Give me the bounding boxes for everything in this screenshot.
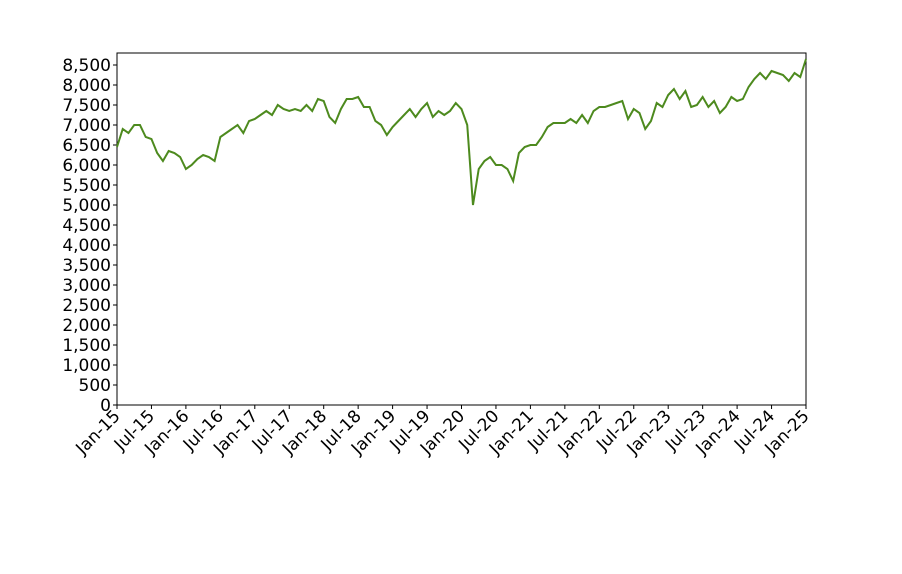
y-tick-label: 8,500 [62,56,111,76]
plot-frame [116,52,807,406]
y-tick-label: 4,000 [62,236,111,256]
y-tick-label: 7,500 [62,96,111,116]
y-tick-label: 6,500 [62,136,111,156]
y-tick-label: 3,000 [62,276,111,296]
y-tick-label: 3,500 [62,256,111,276]
y-tick-label: 8,000 [62,76,111,96]
data-line [116,58,807,206]
y-tick-label: 5,500 [62,176,111,196]
y-tick-label: 4,500 [62,216,111,236]
y-tick-label: 0 [100,396,111,416]
x-tick-label: Jan-15 [72,406,125,459]
y-tick-label: 2,500 [62,296,111,316]
y-tick-label: 7,000 [62,116,111,136]
y-tick-label: 500 [79,376,111,396]
y-tick-label: 5,000 [62,196,111,216]
y-tick-label: 1,500 [62,336,111,356]
y-tick-label: 2,000 [62,316,111,336]
y-tick-label: 1,000 [62,356,111,376]
y-tick-label: 6,000 [62,156,111,176]
